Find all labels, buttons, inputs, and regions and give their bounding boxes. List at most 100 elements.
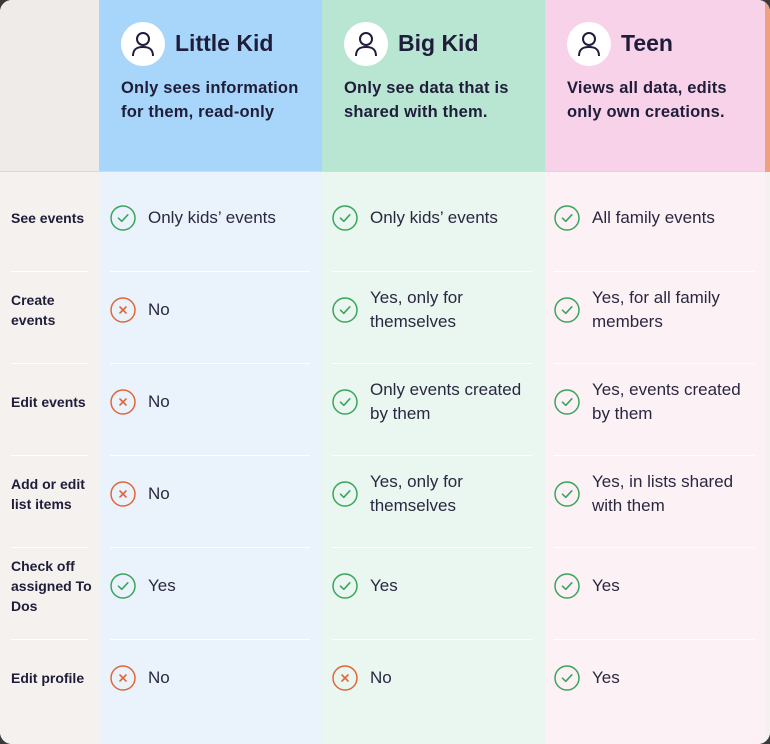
table-cell: Yes, in lists shared with them [554,458,754,530]
check-circle-icon [554,205,580,231]
x-circle-icon [332,665,358,691]
check-circle-icon [332,389,358,415]
accent-strip [765,0,770,172]
row-separator [332,455,532,456]
check-circle-icon [554,573,580,599]
column-title: Little Kid [175,30,274,56]
column-title: Big Kid [398,30,479,56]
row-separator [554,271,754,272]
table-cell: All family events [554,182,754,254]
table-cell: Only kids’ events [110,182,310,254]
cell-text: Yes [592,576,620,595]
table-cell: Yes [332,550,532,622]
cell-text: Only kids’ events [148,208,276,227]
little-kid-header: Little Kid Only sees information for the… [99,0,322,171]
column-teen: Teen Views all data, edits only own crea… [545,0,765,744]
row-separator [554,363,754,364]
row-separator [11,271,88,272]
row-separator [11,547,88,548]
row-label: Edit events [11,394,86,410]
table-cell: Yes, only for themselves [332,458,532,530]
check-circle-icon [332,205,358,231]
user-icon [344,22,388,66]
row-separator [554,547,754,548]
row-separator [110,271,310,272]
table-cell: No [110,274,310,346]
cell-text: No [148,392,170,411]
column-description: Only see data that is shared with them. [344,79,509,121]
cell-text: Only events created by them [370,380,522,423]
check-circle-icon [332,481,358,507]
table-cell: Yes [110,550,310,622]
table-cell: No [110,458,310,530]
header-divider [0,171,765,172]
column-big-kid: Big Kid Only see data that is shared wit… [322,0,545,744]
check-circle-icon [332,573,358,599]
row-separator [332,639,532,640]
cell-text: All family events [592,208,715,227]
user-icon [567,22,611,66]
big-kid-header: Big Kid Only see data that is shared wit… [322,0,545,171]
row-separator [110,455,310,456]
row-separator [110,639,310,640]
user-icon [121,22,165,66]
table-cell: Only events created by them [332,366,532,438]
teen-header: Teen Views all data, edits only own crea… [545,0,765,171]
right-edge [765,0,770,744]
row-label: Create events [11,292,56,328]
row-label: Edit profile [11,670,85,686]
check-circle-icon [554,389,580,415]
x-circle-icon [110,389,136,415]
cell-text: No [148,484,170,503]
table-cell: Yes [554,550,754,622]
check-circle-icon [110,573,136,599]
row-separator [332,547,532,548]
row-separator [110,363,310,364]
cell-text: Yes, for all family members [592,288,720,331]
cell-text: Yes [370,576,398,595]
column-little-kid: Little Kid Only sees information for the… [99,0,322,744]
table-cell: No [110,642,310,714]
x-circle-icon [110,665,136,691]
table-cell: Yes, for all family members [554,274,754,346]
row-label: Check off assigned To Dos [11,558,92,614]
row-separator [332,363,532,364]
column-description: Only sees information for them, read-onl… [121,79,299,121]
cell-text: No [370,668,392,687]
table-cell: No [332,642,532,714]
row-label-column [0,0,99,744]
column-description: Views all data, edits only own creations… [567,79,727,121]
row-label: Add or edit list items [11,476,85,512]
table-cell: No [110,366,310,438]
cell-text: Yes [148,576,176,595]
table-cell: Yes, only for themselves [332,274,532,346]
table-cell: Only kids’ events [332,182,532,254]
x-circle-icon [110,481,136,507]
row-separator [11,639,88,640]
row-separator [332,271,532,272]
table-cell: Yes [554,642,754,714]
cell-text: Yes, only for themselves [370,288,463,331]
row-separator [554,639,754,640]
cell-text: Yes [592,668,620,687]
check-circle-icon [554,665,580,691]
cell-text: No [148,668,170,687]
table-cell: Yes, events created by them [554,366,754,438]
cell-text: Yes, in lists shared with them [592,472,734,515]
column-title: Teen [621,30,673,56]
row-label: See events [11,210,85,226]
row-separator [11,363,88,364]
row-separator [110,547,310,548]
cell-text: Yes, only for themselves [370,472,463,515]
row-separator [554,455,754,456]
x-circle-icon [110,297,136,323]
check-circle-icon [110,205,136,231]
corner-header [0,0,99,171]
check-circle-icon [332,297,358,323]
check-circle-icon [554,481,580,507]
check-circle-icon [554,297,580,323]
cell-text: Yes, events created by them [592,380,741,423]
row-separator [11,455,88,456]
cell-text: No [148,300,170,319]
